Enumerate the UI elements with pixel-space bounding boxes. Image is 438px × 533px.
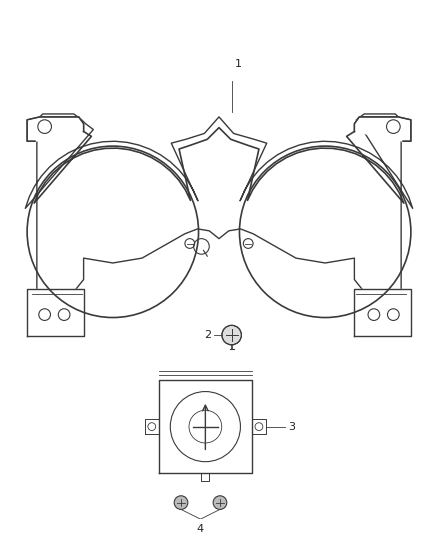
Polygon shape: [27, 117, 84, 141]
Text: 1: 1: [235, 59, 242, 69]
Text: 3: 3: [288, 422, 295, 432]
Polygon shape: [252, 419, 266, 434]
Polygon shape: [25, 114, 413, 295]
Polygon shape: [145, 419, 159, 434]
Polygon shape: [27, 289, 84, 336]
Polygon shape: [35, 112, 403, 297]
Polygon shape: [159, 380, 252, 473]
Polygon shape: [354, 289, 411, 336]
Circle shape: [174, 496, 188, 510]
Text: 2: 2: [205, 330, 212, 340]
Circle shape: [222, 325, 241, 345]
Circle shape: [213, 496, 227, 510]
Text: 4: 4: [197, 524, 204, 533]
Polygon shape: [354, 117, 411, 141]
